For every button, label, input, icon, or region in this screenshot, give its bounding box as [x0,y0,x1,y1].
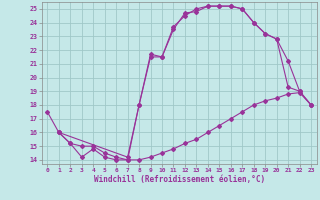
X-axis label: Windchill (Refroidissement éolien,°C): Windchill (Refroidissement éolien,°C) [94,175,265,184]
